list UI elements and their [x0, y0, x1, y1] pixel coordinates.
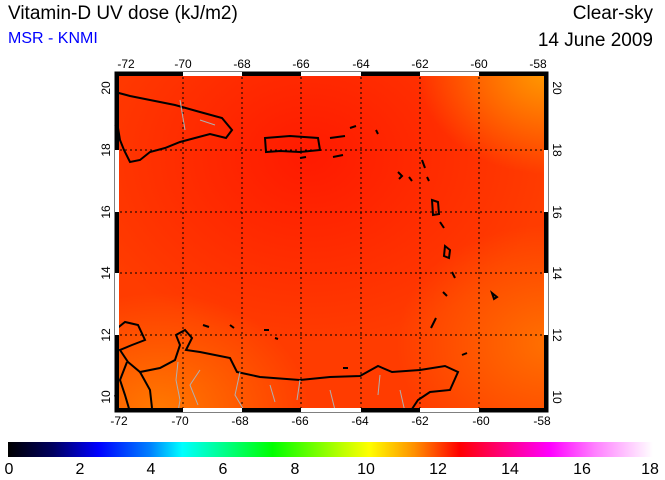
lon-tick: -60 — [472, 414, 490, 428]
lon-tick: -72 — [110, 414, 128, 428]
lat-tick-labels-right: 20 18 16 14 12 10 — [550, 81, 564, 404]
map-title: Vitamin-D UV dose (kJ/m2) — [8, 3, 238, 24]
lat-tick: 14 — [550, 266, 564, 280]
lon-tick: -62 — [411, 414, 429, 428]
colorbar-label: 6 — [218, 461, 228, 478]
graticule — [115, 72, 548, 412]
lat-tick: 12 — [550, 328, 564, 342]
lat-tick-labels-left: 20 18 16 14 12 10 — [99, 81, 113, 404]
lon-tick: -60 — [470, 57, 488, 71]
uv-field — [115, 72, 548, 412]
sky-condition-label: Clear-sky — [572, 3, 653, 24]
lon-tick: -66 — [291, 414, 309, 428]
lon-tick: -68 — [231, 414, 249, 428]
lat-tick: 20 — [99, 81, 113, 95]
colorbar-label: 2 — [75, 461, 85, 478]
lat-tick: 14 — [99, 266, 113, 280]
lon-tick: -64 — [351, 414, 369, 428]
colorbar-label: 4 — [146, 461, 156, 478]
date-label: 14 June 2009 — [537, 30, 653, 51]
lon-tick: -62 — [411, 57, 429, 71]
map-frame — [114, 71, 549, 413]
lat-tick: 10 — [550, 390, 564, 404]
lon-tick: -72 — [117, 57, 135, 71]
colorbar-label: 10 — [357, 461, 375, 478]
colorbar-label: 18 — [641, 461, 659, 478]
lon-tick: -70 — [174, 57, 192, 71]
source-label: MSR - KNMI — [8, 30, 98, 47]
lon-tick: -64 — [352, 57, 370, 71]
colorbar-label: 14 — [501, 461, 519, 478]
lon-tick: -58 — [529, 57, 547, 71]
lat-tick: 20 — [550, 81, 564, 95]
lat-tick: 12 — [99, 328, 113, 342]
borders — [175, 99, 406, 413]
lon-tick-labels-bottom: -72 -70 -68 -66 -64 -62 -60 -58 — [110, 414, 551, 428]
lat-tick: 16 — [99, 205, 113, 219]
lon-tick-labels-top: -72 -70 -68 -66 -64 -62 -60 -58 — [117, 57, 547, 71]
lon-tick: -58 — [533, 414, 551, 428]
coastlines — [114, 91, 499, 413]
colorbar — [8, 442, 653, 457]
colorbar-label: 0 — [4, 461, 14, 478]
colorbar-label: 12 — [429, 461, 447, 478]
lat-tick: 10 — [99, 390, 113, 404]
colorbar-label: 16 — [573, 461, 591, 478]
lat-tick: 16 — [550, 205, 564, 219]
lon-tick: -66 — [292, 57, 310, 71]
lat-tick: 18 — [99, 143, 113, 157]
lon-tick: -70 — [171, 414, 189, 428]
colorbar-label: 8 — [290, 461, 300, 478]
lat-tick: 18 — [550, 143, 564, 157]
lon-tick: -68 — [233, 57, 251, 71]
